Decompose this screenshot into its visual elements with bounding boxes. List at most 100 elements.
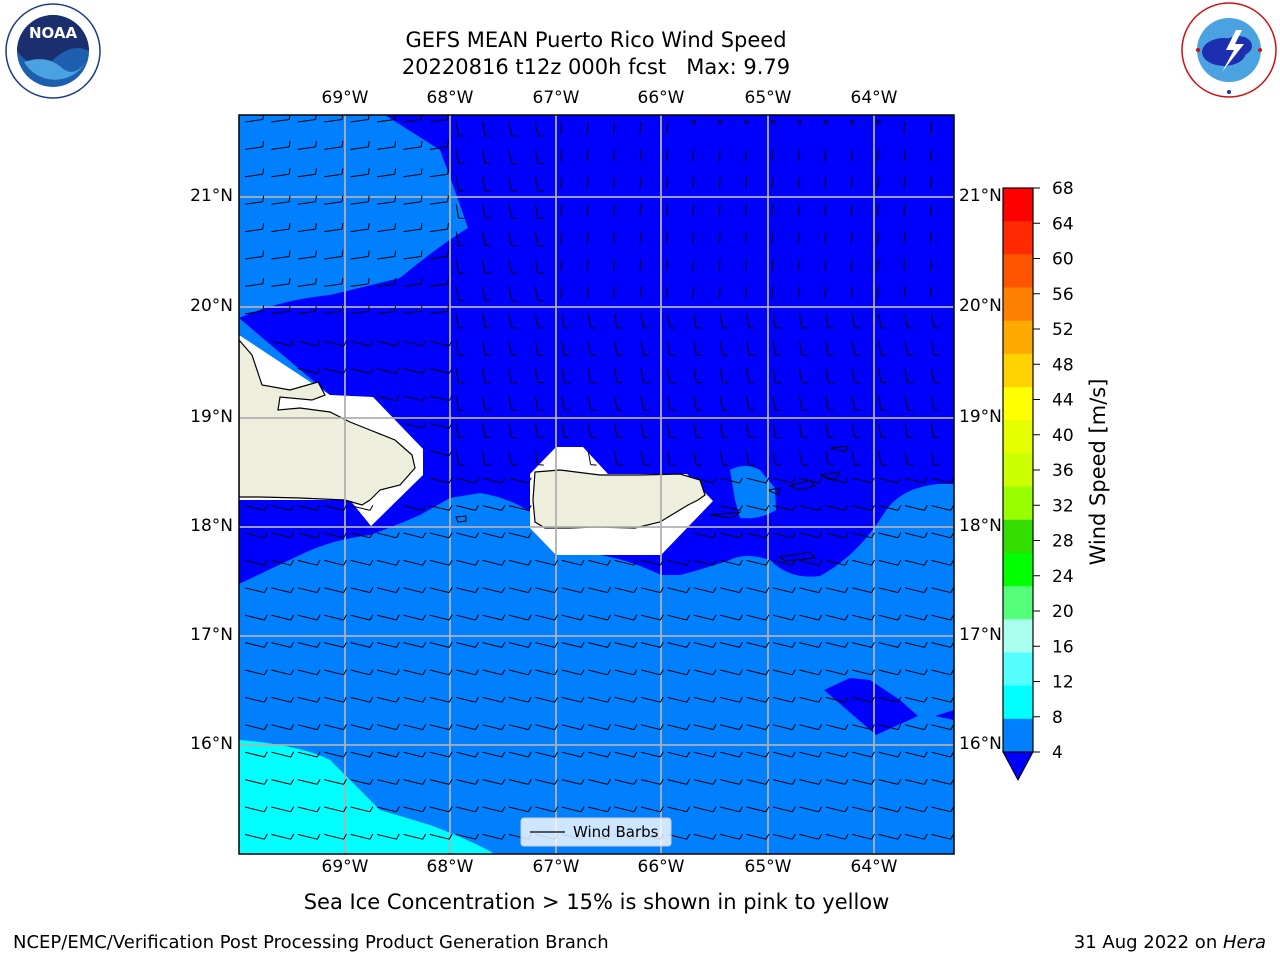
wind-barb xyxy=(403,641,427,648)
wind-barb xyxy=(720,751,743,758)
wind-barb xyxy=(824,286,827,299)
wind-barb xyxy=(455,258,465,274)
wind-barb xyxy=(403,168,423,178)
wind-barb xyxy=(482,696,506,703)
wind-barb xyxy=(429,614,453,621)
wind-barb xyxy=(746,751,770,758)
wind-barb xyxy=(667,587,691,594)
colorbar-tick-label: 52 xyxy=(1052,320,1074,340)
wind-barb xyxy=(350,559,374,566)
wind-barb xyxy=(851,341,861,356)
colorbar-tick-label: 60 xyxy=(1052,250,1074,270)
wind-barb xyxy=(350,696,374,703)
wind-barb xyxy=(350,504,374,511)
wind-barb xyxy=(297,696,321,703)
wind-barb xyxy=(376,833,400,840)
wind-barb xyxy=(403,250,423,260)
wind-barb xyxy=(534,176,544,192)
wind-barb xyxy=(799,806,823,813)
wind-barb xyxy=(693,477,717,484)
nws-logo xyxy=(1181,2,1277,98)
wind-barb xyxy=(482,477,506,484)
wind-barb xyxy=(508,477,532,484)
puerto-rico-land xyxy=(532,469,706,529)
wind-barb xyxy=(878,477,902,484)
wind-barb xyxy=(350,277,370,287)
longitude-label: 65°W xyxy=(744,857,792,877)
wind-barb xyxy=(904,696,928,703)
wind-barb xyxy=(297,778,321,785)
wind-barb xyxy=(534,313,544,329)
colorbar-segment xyxy=(1003,486,1033,521)
wind-barb xyxy=(931,587,954,594)
wind-barb xyxy=(719,341,729,356)
wind-barb xyxy=(718,204,721,217)
colorbar-segment xyxy=(1003,320,1033,355)
wind-barb xyxy=(561,423,571,439)
wind-barb xyxy=(271,778,295,785)
wind-barb xyxy=(851,450,861,466)
colorbar-segment xyxy=(1003,586,1033,620)
wind-barb xyxy=(535,669,559,676)
wind-barb xyxy=(746,559,770,566)
wind-barb xyxy=(535,724,559,731)
wind-barb xyxy=(244,669,268,676)
wind-barb xyxy=(587,450,597,466)
map-frame xyxy=(238,114,955,855)
wind-barb xyxy=(746,641,770,648)
wind-barb xyxy=(666,450,676,466)
wind-barb xyxy=(877,176,880,189)
wind-barb xyxy=(456,778,479,785)
wind-barb xyxy=(271,833,295,840)
wind-barb xyxy=(931,532,954,539)
wind-barb xyxy=(720,724,743,731)
wind-barb xyxy=(244,696,268,703)
wind-barb xyxy=(904,806,928,813)
wind-barb xyxy=(324,223,344,233)
longitude-label: 68°W xyxy=(426,857,474,877)
wind-barb xyxy=(508,258,518,274)
wind-barb xyxy=(931,669,954,676)
wind-barb xyxy=(561,313,571,329)
wind-barb xyxy=(429,223,449,233)
footer-date-text: 31 Aug 2022 on xyxy=(1073,932,1223,953)
wind-barb xyxy=(350,833,374,840)
wind-barb xyxy=(429,504,453,511)
wind-barb xyxy=(614,614,638,621)
wind-barb xyxy=(561,724,585,731)
wind-barb xyxy=(350,587,374,594)
calm-wind-mark xyxy=(744,119,749,125)
wind-barb xyxy=(720,559,743,566)
wind-barb xyxy=(904,587,928,594)
calm-wind-mark xyxy=(691,119,697,125)
wind-barb xyxy=(482,231,492,247)
wind-barb xyxy=(403,696,427,703)
wind-barb xyxy=(745,286,748,299)
wind-barb xyxy=(797,204,800,217)
colorbar-segment xyxy=(1003,652,1033,687)
wind-barb xyxy=(297,806,321,813)
wind-barb xyxy=(586,286,589,299)
wind-barb xyxy=(561,587,585,594)
wind-barb xyxy=(297,195,317,205)
wind-barb xyxy=(376,340,400,347)
wind-barb xyxy=(904,313,914,329)
wind-barb xyxy=(456,696,479,703)
wind-barb xyxy=(587,341,597,356)
wind-barb xyxy=(772,313,782,329)
wind-barb xyxy=(797,149,800,162)
wind-barb xyxy=(244,751,268,758)
wind-barb xyxy=(850,176,853,189)
wind-barb xyxy=(904,778,928,785)
wind-barb xyxy=(297,751,321,758)
wind-barb xyxy=(376,751,400,758)
wind-barb xyxy=(904,368,914,384)
wind-barb xyxy=(639,176,642,189)
wind-barb xyxy=(746,614,770,621)
wind-barb xyxy=(614,313,624,329)
wind-barb xyxy=(403,778,427,785)
wind-barb xyxy=(640,587,664,594)
wind-barb xyxy=(693,641,717,648)
wind-barb xyxy=(799,559,823,566)
wind-barb xyxy=(508,614,532,621)
